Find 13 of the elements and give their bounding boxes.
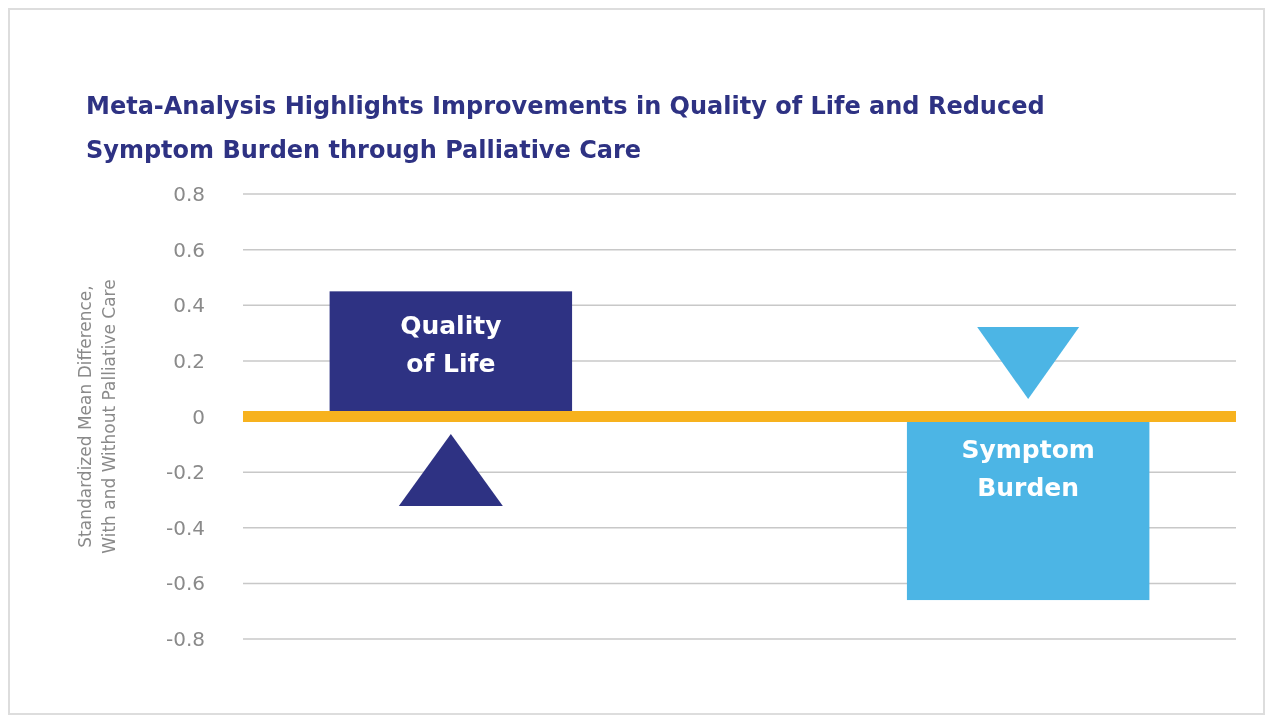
y-tick-label: 0.6: [173, 237, 205, 262]
x-tick-label: Quality of Life: [400, 310, 502, 378]
y-axis-title: Standardized Mean Difference, With and Without Palliative Care: [75, 279, 119, 554]
y-tick-label: -0.8: [165, 627, 205, 651]
y-tick-label: 0: [192, 404, 205, 429]
y-tick-label: 0.4: [173, 293, 205, 318]
y-tick-label: -0.2: [165, 460, 205, 485]
y-tick-label: 0.2: [173, 348, 205, 373]
x-tick-label: Symptom Burden: [961, 435, 1095, 503]
y-tick-label: 0.8: [173, 182, 205, 206]
y-tick-label: -0.6: [165, 571, 205, 596]
chart-title: Meta-Analysis Highlights Improvements in Quality of Life and Reduced Symptom Burden through Palliative Care: [86, 92, 1045, 164]
y-tick-label: -0.4: [165, 515, 205, 540]
